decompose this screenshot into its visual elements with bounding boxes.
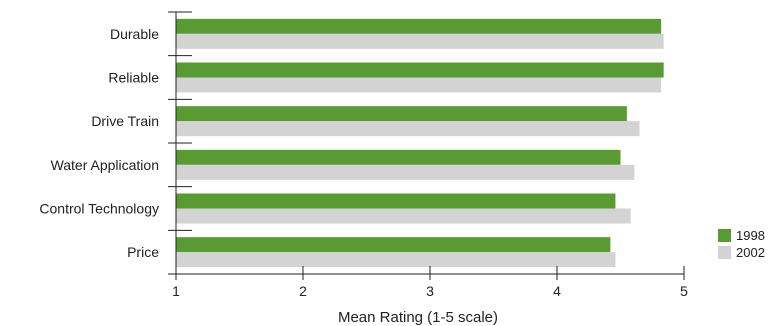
- legend-label: 1998: [736, 228, 765, 243]
- bar-2002-price: [176, 252, 616, 268]
- category-label: Control Technology: [39, 201, 159, 217]
- legend-label: 2002: [736, 245, 765, 260]
- category-label: Durable: [110, 26, 159, 42]
- bar-1998-reliable: [176, 62, 664, 78]
- legend: 1998 2002: [718, 228, 765, 260]
- category-labels: Durable Reliable Drive Train Water Applicat…: [39, 26, 159, 260]
- x-tick-label: 5: [680, 283, 688, 299]
- legend-swatch: [718, 246, 731, 259]
- bar-2002-water-application: [176, 164, 635, 180]
- x-tick-label: 3: [426, 283, 434, 299]
- bar-1998-durable: [176, 18, 662, 34]
- bar-1998-water-application: [176, 149, 621, 165]
- x-tick-label: 4: [553, 283, 561, 299]
- bar-2002-durable: [176, 33, 664, 49]
- bar-1998-control-technology: [176, 193, 616, 209]
- bars-group: [176, 18, 664, 268]
- legend-swatch: [718, 229, 731, 242]
- category-label: Price: [127, 244, 159, 260]
- x-tick-labels: 1 2 3 4 5: [172, 283, 688, 299]
- axes-group: [168, 11, 685, 280]
- bar-2002-control-technology: [176, 208, 631, 224]
- bar-1998-drive-train: [176, 106, 627, 122]
- bar-2002-drive-train: [176, 121, 640, 137]
- category-label: Water Application: [51, 157, 159, 173]
- bar-1998-price: [176, 237, 611, 253]
- x-tick-label: 2: [299, 283, 307, 299]
- category-label: Drive Train: [91, 113, 159, 129]
- category-label: Reliable: [108, 70, 159, 86]
- x-tick-label: 1: [172, 283, 180, 299]
- bar-2002-reliable: [176, 77, 662, 93]
- x-axis-title: Mean Rating (1-5 scale): [338, 309, 498, 326]
